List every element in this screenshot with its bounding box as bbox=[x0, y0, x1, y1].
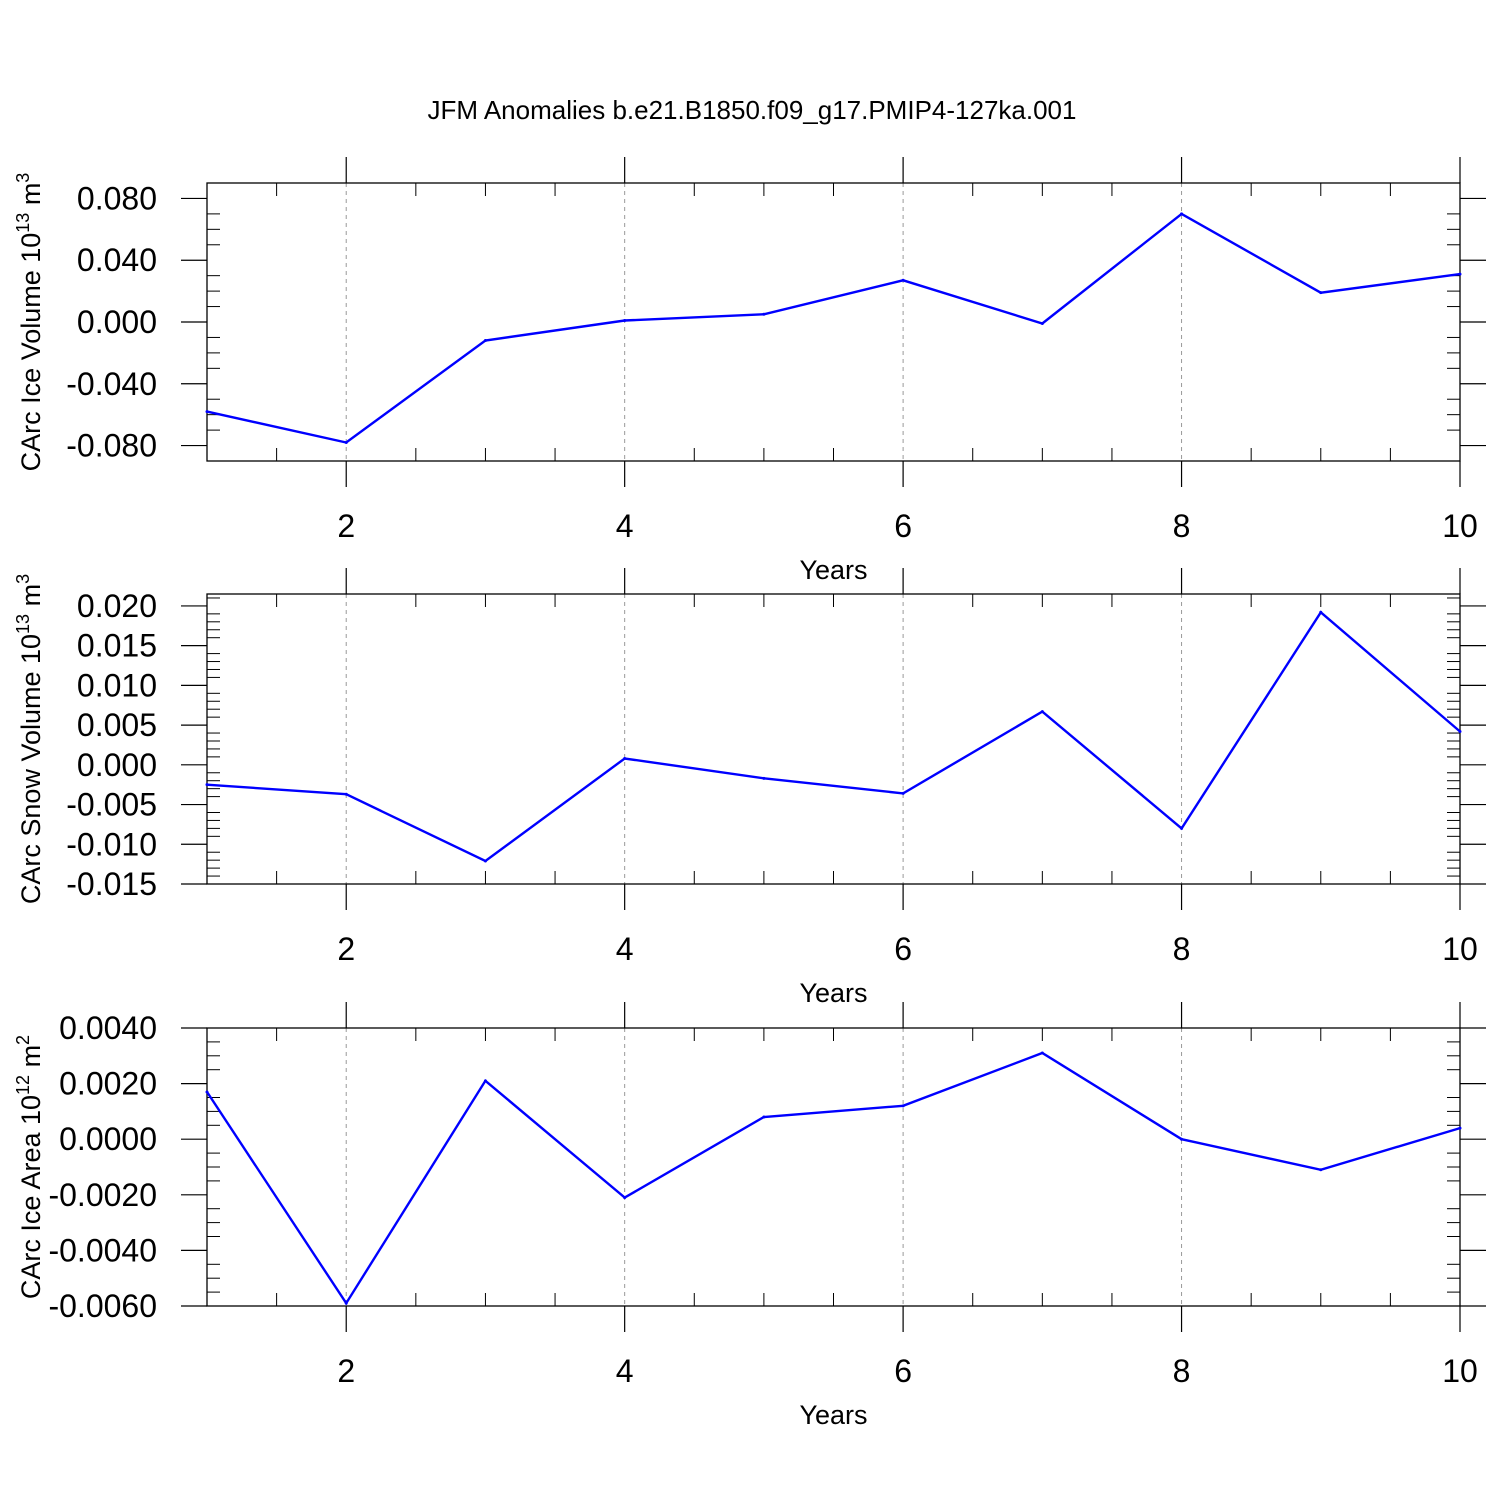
y-tick-label: 0.005 bbox=[77, 707, 157, 743]
data-point bbox=[1180, 826, 1184, 830]
x-tick-label: 4 bbox=[616, 508, 634, 544]
y-tick-label: -0.0040 bbox=[48, 1232, 157, 1268]
y-tick-label: 0.010 bbox=[77, 667, 157, 703]
data-point bbox=[901, 278, 905, 282]
data-point bbox=[1040, 322, 1044, 326]
y-tick-label: 0.080 bbox=[77, 180, 157, 216]
x-tick-label: 6 bbox=[894, 1353, 912, 1389]
data-point bbox=[623, 756, 627, 760]
data-point bbox=[205, 1090, 209, 1094]
x-tick-label: 8 bbox=[1173, 508, 1191, 544]
y-tick-label: 0.040 bbox=[77, 242, 157, 278]
x-tick-label: 4 bbox=[616, 931, 634, 967]
x-tick-label: 2 bbox=[337, 508, 355, 544]
data-point bbox=[623, 318, 627, 322]
y-tick-label: -0.080 bbox=[66, 428, 157, 464]
data-point bbox=[1458, 1126, 1462, 1130]
data-point bbox=[1458, 272, 1462, 276]
y-tick-label: 0.000 bbox=[77, 747, 157, 783]
data-point bbox=[1319, 291, 1323, 295]
data-point bbox=[1319, 610, 1323, 614]
data-point bbox=[344, 792, 348, 796]
x-tick-label: 10 bbox=[1442, 1353, 1478, 1389]
data-point bbox=[762, 776, 766, 780]
y-tick-label: 0.000 bbox=[77, 304, 157, 340]
panel-1: 2 4 6 8 10 -0.080 -0.040 0.000 0.040 0.080 Years CA… bbox=[13, 157, 1486, 585]
y-tick-label: 0.020 bbox=[77, 588, 157, 624]
data-point bbox=[344, 1301, 348, 1305]
y-tick-label: -0.0020 bbox=[48, 1177, 157, 1213]
data-point bbox=[762, 1115, 766, 1119]
x-axis-label: Years bbox=[799, 1400, 867, 1430]
y-axis-label: CArc Ice Area 1012 m2 bbox=[13, 1035, 46, 1299]
data-point bbox=[1040, 1051, 1044, 1055]
data-point bbox=[483, 859, 487, 863]
panel-3: 2 4 6 8 10 -0.0060 -0.0040 -0.0020 0.0000 0.0020 0… bbox=[13, 1002, 1486, 1430]
series-line bbox=[205, 1051, 1461, 1306]
plot-frame bbox=[206, 182, 1461, 462]
x-tick-label: 8 bbox=[1173, 1353, 1191, 1389]
y-tick-label: -0.005 bbox=[66, 787, 157, 823]
data-point bbox=[1319, 1168, 1323, 1172]
data-point bbox=[901, 791, 905, 795]
plot-frame bbox=[206, 1027, 1461, 1307]
series-line bbox=[206, 610, 1461, 863]
x-axis-label: Years bbox=[799, 555, 867, 585]
plot-frame bbox=[206, 593, 1461, 885]
data-point bbox=[623, 1196, 627, 1200]
data-point bbox=[483, 1079, 487, 1083]
data-point bbox=[1180, 1137, 1184, 1141]
x-tick-label: 6 bbox=[894, 931, 912, 967]
y-tick-label: -0.015 bbox=[66, 866, 157, 902]
data-point bbox=[483, 339, 487, 343]
chart-title: JFM Anomalies b.e21.B1850.f09_g17.PMIP4-… bbox=[428, 95, 1077, 125]
x-tick-label: 2 bbox=[337, 931, 355, 967]
data-point bbox=[1180, 212, 1184, 216]
x-tick-label: 10 bbox=[1442, 508, 1478, 544]
y-tick-label: -0.0060 bbox=[48, 1288, 157, 1324]
y-tick-label: -0.010 bbox=[66, 826, 157, 862]
panel-2: 2 4 6 8 10-0.015-0.010-0.0050.0000.0050.0100… bbox=[13, 568, 1486, 1008]
y-tick-label: -0.040 bbox=[66, 366, 157, 402]
series-line bbox=[206, 212, 1461, 444]
y-axis-label: CArc Ice Volume 1013 m3 bbox=[13, 173, 46, 472]
data-point bbox=[205, 410, 209, 414]
data-point bbox=[1458, 729, 1462, 733]
x-tick-label: 8 bbox=[1173, 931, 1191, 967]
y-tick-label: 0.0040 bbox=[59, 1010, 157, 1046]
data-point bbox=[901, 1104, 905, 1108]
y-tick-label: 0.0020 bbox=[59, 1066, 157, 1102]
data-point bbox=[762, 312, 766, 316]
data-point bbox=[205, 783, 209, 787]
x-tick-label: 6 bbox=[894, 508, 912, 544]
x-tick-label: 10 bbox=[1442, 931, 1478, 967]
y-tick-label: 0.015 bbox=[77, 628, 157, 664]
data-point bbox=[1040, 710, 1044, 714]
x-tick-label: 4 bbox=[616, 1353, 634, 1389]
y-axis-label: CArc Snow Volume 1013 m3 bbox=[13, 574, 46, 904]
y-tick-label: 0.0000 bbox=[59, 1121, 157, 1157]
x-axis-label: Years bbox=[799, 978, 867, 1008]
data-point bbox=[344, 440, 348, 444]
x-tick-label: 2 bbox=[337, 1353, 355, 1389]
